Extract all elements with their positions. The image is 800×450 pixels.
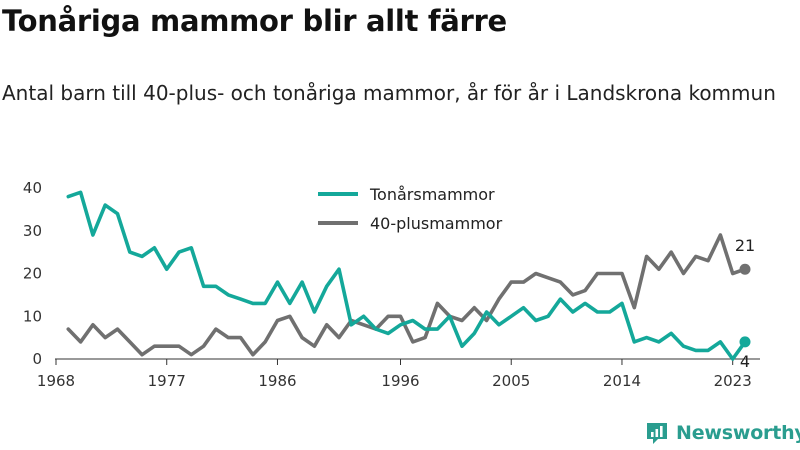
x-tick-label: 1977 xyxy=(148,372,186,390)
series-line-40-plusmammor xyxy=(66,233,747,357)
y-tick-label: 30 xyxy=(23,222,42,240)
series-lines xyxy=(66,190,747,361)
y-tick-label: 10 xyxy=(23,307,42,325)
x-tick-label: 2023 xyxy=(714,372,752,390)
series-line-tonarsmammor xyxy=(66,190,747,361)
newsworthy-logo-icon xyxy=(647,423,667,444)
x-tick-label: 2005 xyxy=(492,372,530,390)
end-point-tonarsmammor xyxy=(739,336,751,348)
x-tick-label: 1968 xyxy=(37,372,75,390)
x-tick-label: 1986 xyxy=(258,372,296,390)
chart-subtitle: Antal barn till 40-plus- och tonåriga ma… xyxy=(2,81,776,105)
series-points: 4 21 xyxy=(735,236,755,371)
legend: Tonårsmammor 40-plusmammor xyxy=(318,185,503,233)
brand-footer: Newsworthy xyxy=(644,420,800,446)
y-axis-ticks: 0 10 20 30 40 xyxy=(23,179,42,368)
y-tick-label: 20 xyxy=(23,265,42,283)
x-tick-label: 2014 xyxy=(603,372,641,390)
y-tick-label: 0 xyxy=(32,350,42,368)
x-axis-ticks: 1968 1977 1986 1996 2005 2014 2023 xyxy=(37,359,752,390)
x-tick-label: 1996 xyxy=(381,372,419,390)
end-value-label: 21 xyxy=(735,236,755,255)
chart-title: Tonåriga mammor blir allt färre xyxy=(2,4,507,38)
legend-label: 40-plusmammor xyxy=(370,214,503,233)
end-point-40-plusmammor xyxy=(739,263,751,275)
legend-label: Tonårsmammor xyxy=(369,185,495,204)
y-tick-label: 40 xyxy=(23,179,42,197)
end-value-label: 4 xyxy=(740,352,750,371)
brand-name: Newsworthy xyxy=(676,422,800,444)
